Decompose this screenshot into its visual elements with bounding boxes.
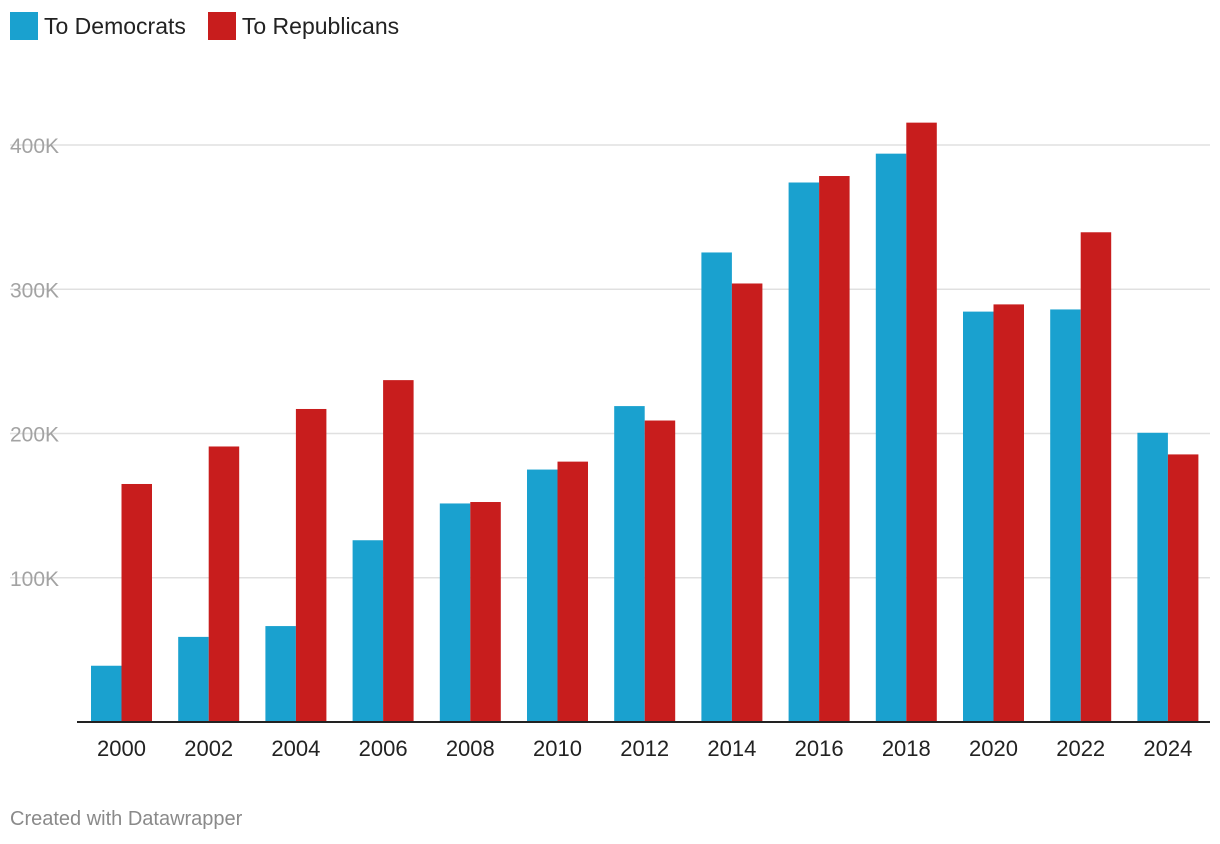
bar-republicans xyxy=(557,461,588,722)
bar-republicans xyxy=(383,380,414,722)
bar-democrats xyxy=(788,182,820,722)
y-tick-label: 300K xyxy=(10,279,59,302)
bar-democrats xyxy=(178,636,209,722)
bar-republicans xyxy=(993,304,1024,722)
y-tick-label: 100K xyxy=(10,568,59,591)
x-tick-label: 2016 xyxy=(795,736,844,761)
legend-swatch-republicans xyxy=(207,12,236,40)
bar-republicans xyxy=(295,408,327,722)
x-tick-label: 2018 xyxy=(882,736,931,761)
bar-democrats xyxy=(614,406,645,722)
footer-credit: Created with Datawrapper xyxy=(10,808,243,830)
x-tick-label: 2006 xyxy=(359,736,408,761)
x-tick-label: 2000 xyxy=(97,736,146,761)
legend-label-democrats: To Democrats xyxy=(44,12,186,39)
bar-democrats xyxy=(352,540,384,722)
x-tick-label: 2014 xyxy=(707,736,756,761)
x-tick-label: 2004 xyxy=(271,736,320,761)
bar-republicans xyxy=(644,420,676,722)
bar-democrats xyxy=(527,469,558,722)
legend-item-republicans: To Republicans xyxy=(207,12,400,40)
x-tick-label: 2022 xyxy=(1056,736,1105,761)
bar-democrats xyxy=(963,311,994,722)
x-tick-label: 2010 xyxy=(533,736,582,761)
bar-republicans xyxy=(470,502,501,722)
y-tick-label: 400K xyxy=(10,135,59,158)
y-tick-label: 200K xyxy=(10,424,59,447)
x-tick-label: 2020 xyxy=(969,736,1018,761)
legend-item-democrats: To Democrats xyxy=(10,12,186,40)
bar-republicans xyxy=(819,176,850,723)
bar-democrats xyxy=(875,153,907,722)
bar-republicans xyxy=(121,483,152,722)
bar-democrats xyxy=(439,503,471,722)
bar-democrats xyxy=(1137,432,1168,722)
bar-republicans xyxy=(208,446,240,722)
bar-democrats xyxy=(1050,309,1081,722)
bar-democrats xyxy=(265,626,296,722)
bar-republicans xyxy=(731,283,763,722)
bar-democrats xyxy=(701,252,732,722)
legend-label-republicans: To Republicans xyxy=(241,12,400,39)
x-tick-label: 2002 xyxy=(184,736,233,761)
legend: To Democrats To Republicans xyxy=(10,12,399,40)
x-tick-label: 2024 xyxy=(1143,736,1192,761)
bar-democrats xyxy=(91,665,122,722)
bar-chart: 100K 200K 300K 400K 2000 2002 2004 2006 2008 2010… xyxy=(10,122,1210,761)
bar-republicans xyxy=(1080,232,1112,723)
x-tick-label: 2008 xyxy=(446,736,495,761)
legend-swatch-democrats xyxy=(10,12,38,40)
bar-republicans xyxy=(1167,454,1199,722)
x-tick-label: 2012 xyxy=(620,736,669,761)
bar-republicans xyxy=(906,122,937,723)
